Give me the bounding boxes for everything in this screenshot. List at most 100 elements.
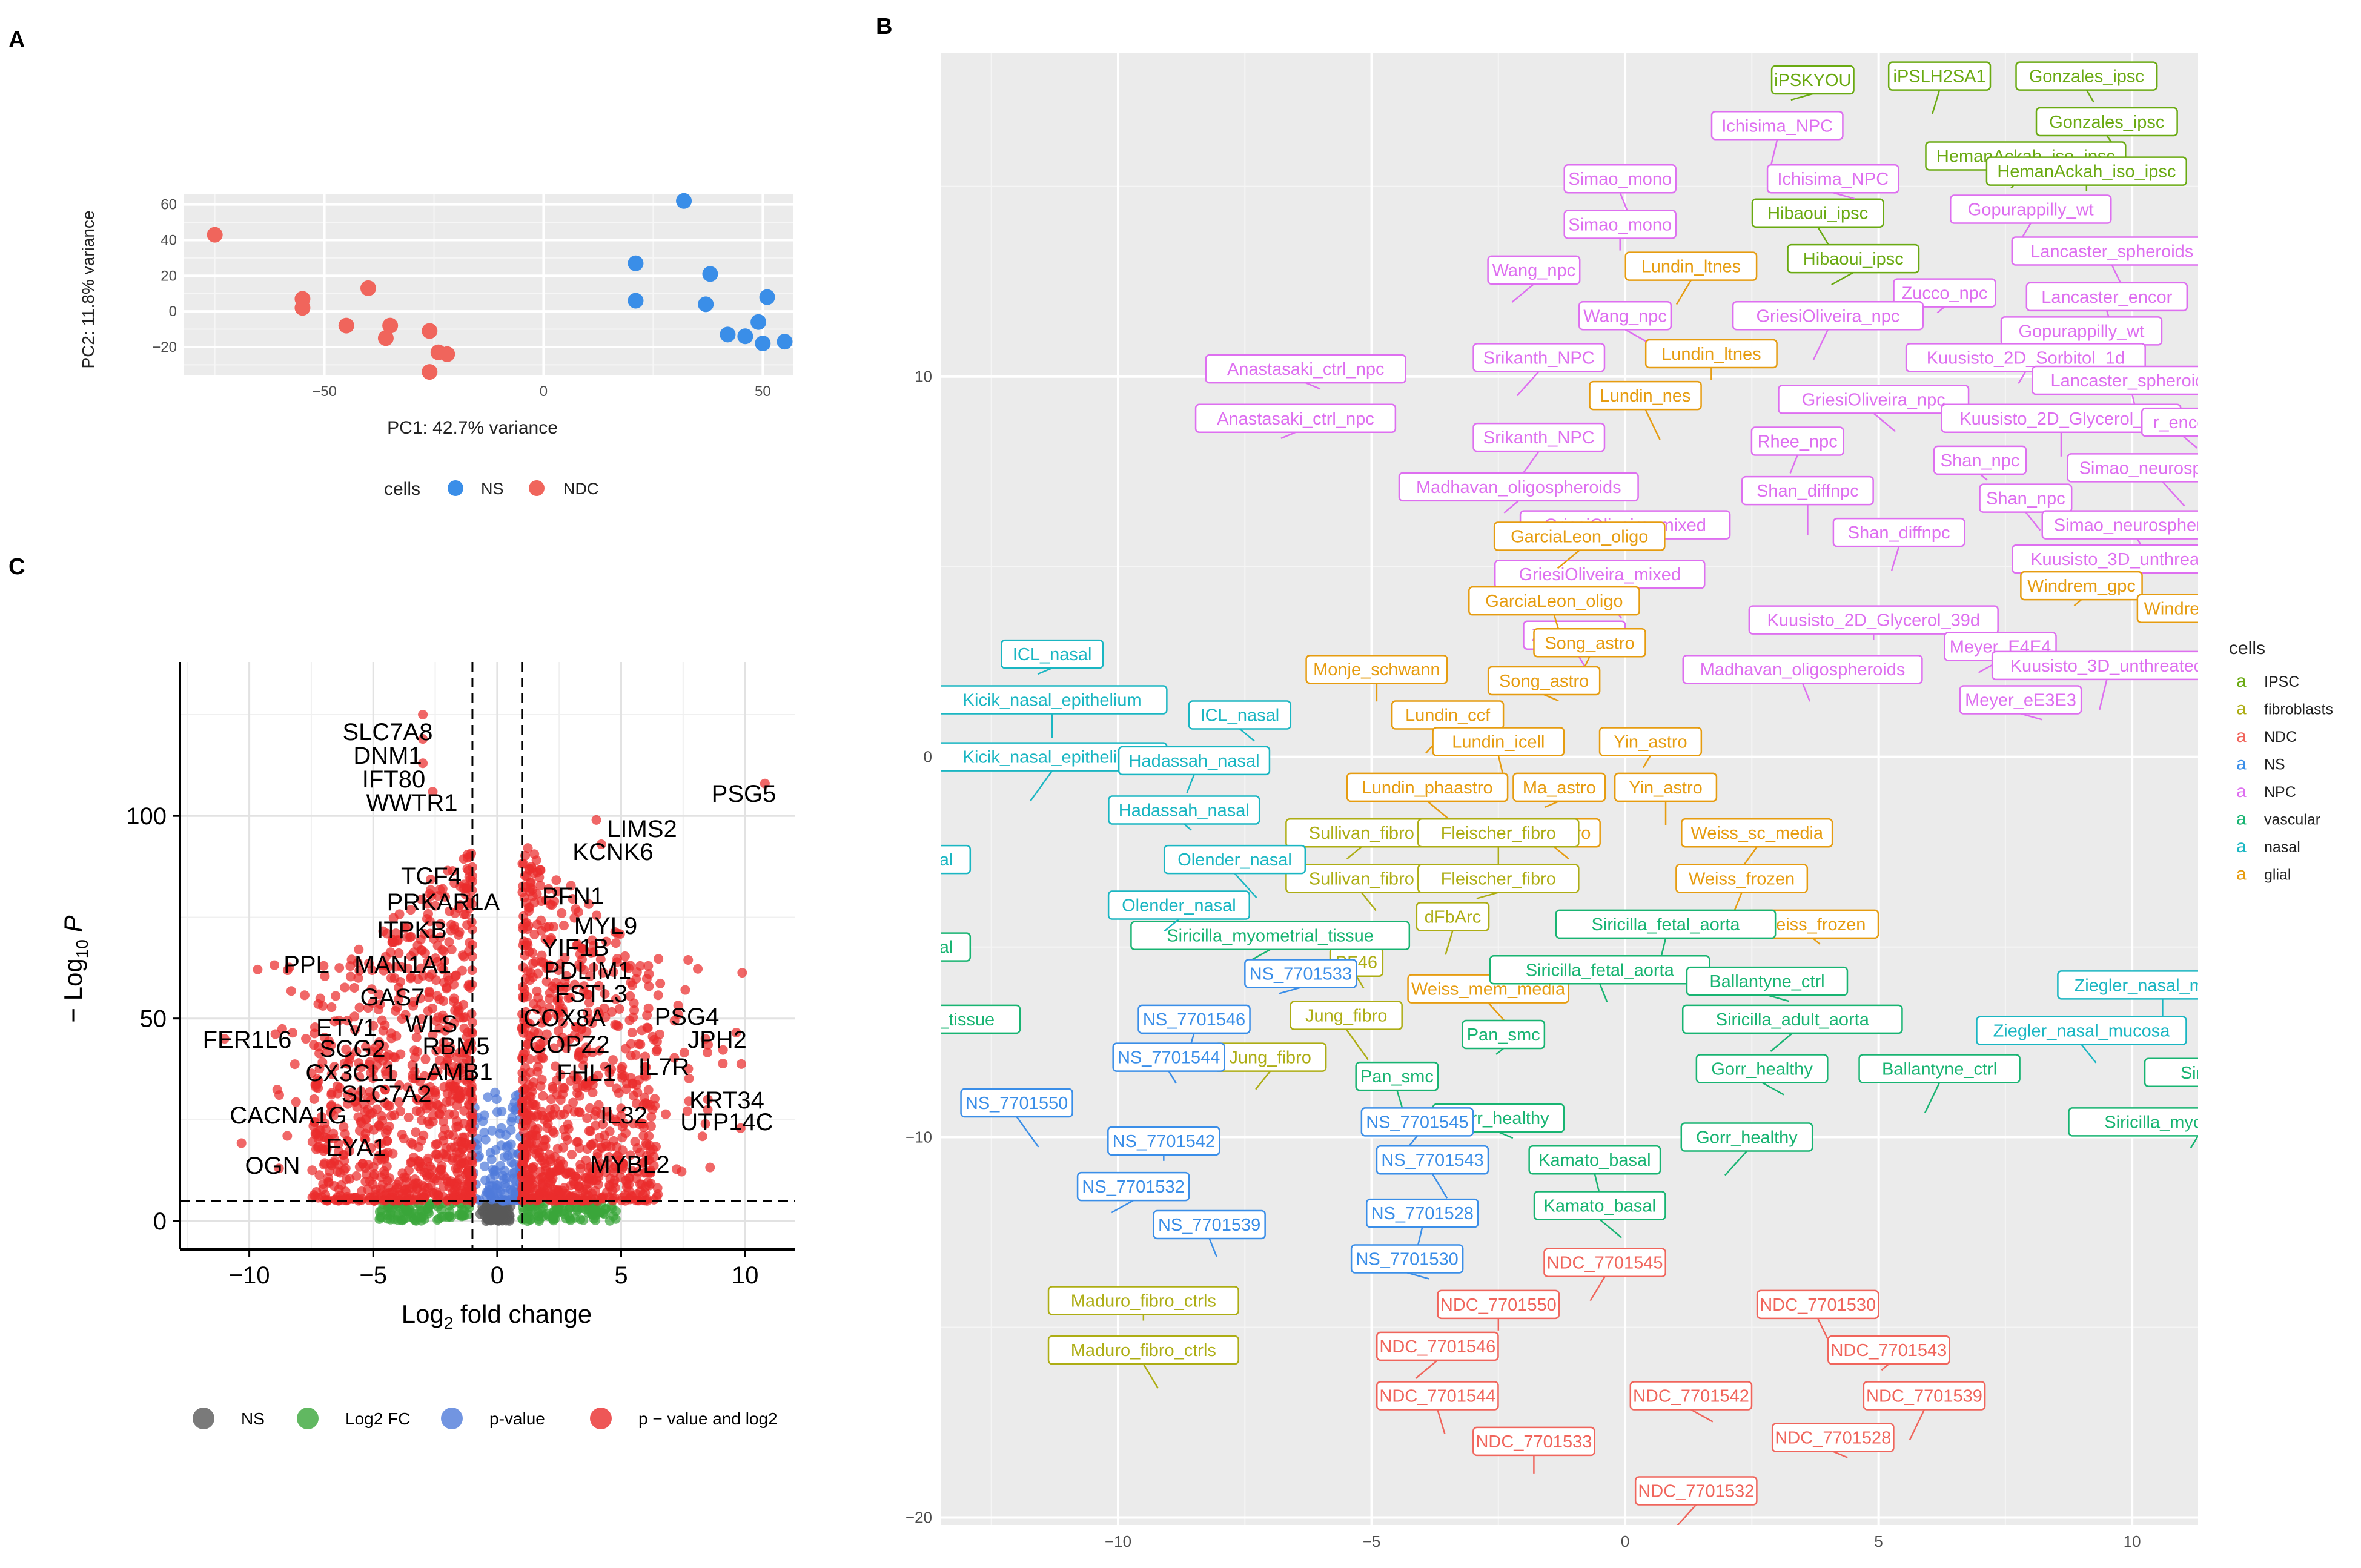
volcano-point-significant [653,990,663,1001]
label-scatter-label: Kuusisto_2D_Glycerol_39d [1767,611,1980,630]
label-scatter-connector [1789,455,1798,474]
volcano-gene-label: IL32 [600,1102,647,1129]
label-scatter-connector [1543,693,1559,702]
label-scatter-label: Weiss_frozen [1689,870,1795,889]
pca-x-axis-label: PC1: 42.7% variance [387,418,558,438]
label-scatter-plot: −10 −5 0 5 10 −20 −10 0 10 iPSKYOU iPSLH2SA1 Gonza… [906,53,2333,1550]
label-scatter-label: NDC_7701530 [1760,1295,1876,1315]
volcano-point-significant [437,1103,447,1114]
volcano-point-significant [575,1163,586,1174]
volcano-point-significant [397,1014,407,1024]
volcano-point-significant [418,709,428,719]
volcano-point-significant [339,1156,349,1166]
volcano-point-significant [718,1059,728,1069]
volcano-point-significant [635,1186,646,1197]
volcano-point-significant [424,986,434,996]
volcano-point-significant [538,1053,548,1064]
volcano-point-significant [376,1172,386,1182]
pca-point-ndc [382,317,399,334]
label-scatter-label-box [1979,483,2073,513]
label-scatter-label: Monje_schwann [1313,660,1440,680]
label-scatter-connector [2182,435,2198,449]
volcano-point-significant [574,1107,584,1117]
volcano-point-significant [329,1157,339,1168]
volcano-point-significant [270,1029,280,1039]
volcano-point-significant [377,1138,387,1148]
volcano-gene-label: KRT34 [689,1087,764,1114]
label-scatter-connector [1979,473,1988,481]
volcano-point-significant [608,967,618,977]
label-scatter-connector [910,1033,925,1064]
label-scatter-label: Simao_mono [1568,170,1672,189]
label-scatter-connector [1767,994,1789,1002]
label-scatter-label-box [1047,1335,1239,1365]
volcano-point-pvalue [483,1092,493,1102]
volcano-point-significant [460,1074,470,1085]
volcano-point-log2fc [400,1213,411,1223]
label-scatter-label-box [1108,795,1260,825]
volcano-point-significant [328,1111,339,1121]
label-scatter-label: Fleischer_fibro [1441,870,1556,889]
volcano-point-significant [428,1030,438,1040]
pca-y-tick-label: 20 [161,268,177,284]
volcano-point-significant [403,1082,413,1093]
pca-ticks: −50 0 50 −20 0 20 40 60 [152,197,770,400]
volcano-point-significant [428,1111,439,1121]
volcano-point-significant [274,1163,284,1174]
volcano-point-log2fc [594,1208,604,1218]
volcano-gene-label: PRKAR1A [387,889,500,916]
volcano-point-significant [552,1143,563,1154]
volcano-gene-label: CX3CL1 [305,1060,397,1087]
volcano-point-significant [299,990,310,1001]
label-scatter-label: GriesiOliveira_npc [1802,390,1945,409]
volcano-point-significant [565,992,575,1002]
label-scatter-label: NDC_7701542 [1633,1387,1749,1406]
volcano-point-significant [628,1012,638,1022]
label-scatter-connector [1831,271,1854,286]
volcano-point-significant [450,908,460,918]
label-scatter-connector [1164,918,1180,932]
volcano-point-significant [535,881,546,891]
label-scatter-label-box [1985,156,2187,186]
label-scatter-label: Ballantyne_ctrl [1709,972,1824,991]
volcano-point-significant [528,1163,538,1174]
volcano-point-significant [649,1094,660,1104]
label-scatter-connector [1931,90,1941,115]
volcano-point-significant [588,1047,598,1057]
volcano-point-significant [354,944,364,954]
pca-point-ndc [422,323,438,339]
volcano-gene-label: PFN1 [542,883,604,910]
label-scatter-label-box [960,1088,1073,1118]
pca-plot-area [184,194,793,375]
volcano-point-log2fc [561,1214,571,1224]
volcano-point-significant [735,1123,746,1133]
volcano-point-significant [585,1126,595,1136]
label-scatter-connector [1498,1131,1514,1139]
volcano-point-significant [625,991,635,1001]
label-scatter-label: Gonzales_ipsc [2029,67,2144,87]
volcano-point-significant [530,956,540,967]
volcano-point-significant [600,988,610,999]
volcano-point-significant [418,734,428,744]
label-scatter-label: Lancaster_spheroids [2030,242,2193,262]
label-scatter-legend-key: a [2236,726,2247,746]
label-scatter-label: Windrem_gpc [2027,577,2136,596]
volcano-point-significant [536,1107,546,1117]
volcano-point-significant [533,1062,543,1072]
label-scatter-label: Weiss_frozen [1760,915,1866,935]
label-scatter-connector [1184,823,1192,831]
volcano-point-significant [326,1069,337,1079]
volcano-point-significant [737,968,747,978]
label-scatter-label-box [1112,1042,1225,1072]
volcano-point-significant [329,1016,340,1027]
label-scatter-grid [941,53,2198,1525]
label-scatter-label: Siricilla_myometrial_cell [2104,1113,2291,1132]
volcano-point-significant [558,921,569,931]
label-scatter-label: Lancaster_spheroids [2051,371,2214,391]
label-scatter-legend-label: NS [2264,756,2285,773]
label-scatter-label: NDC_7701546 [1379,1337,1495,1357]
volcano-point-significant [439,996,449,1006]
label-scatter-connector [1234,873,1257,898]
volcano-point-significant [614,1004,624,1014]
label-scatter-label-box [941,1004,1021,1034]
